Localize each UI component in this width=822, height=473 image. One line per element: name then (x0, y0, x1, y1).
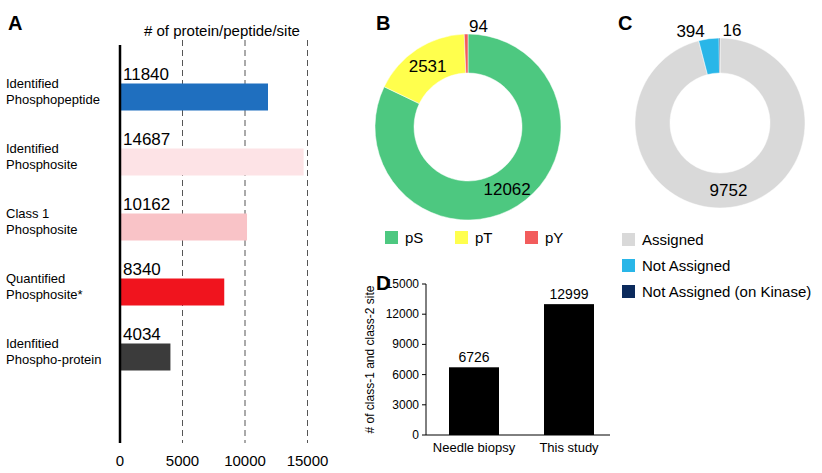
slice (635, 38, 805, 208)
label-line: Phosphosite (6, 157, 78, 172)
panel-label: B (376, 12, 390, 34)
data-label: 14687 (123, 130, 170, 149)
data-label: 2531 (409, 57, 447, 76)
bar (449, 367, 499, 435)
data-label: 10162 (123, 195, 170, 214)
tick-label: 0 (116, 452, 124, 469)
legend-swatch (455, 231, 468, 244)
slice (464, 34, 468, 73)
category-label: Needle biopsy (433, 440, 516, 455)
tick-mark (422, 435, 426, 436)
label-line: Phosphosite (6, 222, 78, 237)
tick-label: 3000 (392, 398, 419, 412)
tick-label: 15000 (287, 452, 329, 469)
legend-swatch (385, 231, 398, 244)
tick-mark (422, 374, 426, 375)
slice (375, 34, 561, 220)
legend-label: pS (405, 229, 423, 246)
label-line: Phospho-protein (6, 352, 101, 367)
label-line: Phosphopeptide (6, 92, 100, 107)
legend-swatch (622, 259, 635, 272)
legend-label: Assigned (642, 231, 704, 248)
label-line: Quantified (6, 271, 65, 286)
axis-line (426, 435, 610, 436)
panel-label: C (618, 12, 632, 34)
axis-line (119, 45, 122, 443)
axis-label: # of protein/peptide/site (144, 22, 300, 39)
bar (120, 279, 224, 306)
bar (120, 84, 268, 111)
legend-label: pY (545, 229, 563, 246)
bar (120, 149, 304, 176)
category-label: IdenfitiedPhospho-protein (6, 336, 101, 367)
figure: A # of protein/peptide/site 0 5000 10000 1500… (0, 0, 822, 473)
data-label: 6726 (458, 349, 489, 365)
tick-mark (422, 344, 426, 345)
tick-mark (422, 314, 426, 315)
slice (719, 38, 721, 73)
bar (544, 304, 594, 435)
label-line: Phosphosite* (6, 287, 83, 302)
legend-label: Not Assigned (642, 257, 730, 274)
label-line: Identified (6, 76, 59, 91)
tick-label: 5000 (166, 452, 199, 469)
axis-line (426, 284, 427, 435)
tick-label: 0 (412, 428, 419, 442)
tick-mark (422, 404, 426, 405)
axis-label: # of class-1 and class-2 site (363, 285, 377, 433)
legend-label: Not Assigned (on Kinase) (642, 283, 811, 300)
legend-swatch (622, 233, 635, 246)
data-label: 16 (723, 21, 742, 40)
panel-label: A (8, 12, 22, 34)
tick-label: 15000 (386, 277, 420, 291)
data-label: 394 (676, 22, 704, 41)
category-label: Class 1Phosphosite (6, 206, 78, 237)
data-label: 9752 (710, 181, 748, 200)
bar (120, 214, 247, 241)
slice (699, 38, 720, 75)
bars (120, 84, 304, 371)
tick-mark (422, 284, 426, 285)
category-label: QuantifiedPhosphosite* (6, 271, 83, 302)
bars (449, 304, 594, 435)
legend-swatch (525, 231, 538, 244)
label-line: Identified (6, 141, 59, 156)
data-label: 12062 (483, 180, 530, 199)
data-label: 8340 (123, 260, 161, 279)
data-label: 4034 (123, 325, 161, 344)
slice (384, 34, 466, 104)
category-label: IdentifiedPhosphopeptide (6, 76, 100, 107)
grid-line (307, 40, 308, 443)
category-label: IdentifiedPhosphosite (6, 141, 78, 172)
data-label: 94 (469, 17, 488, 36)
bar (120, 344, 170, 371)
tick-label: 6000 (392, 368, 419, 382)
legend-label: pT (475, 229, 493, 246)
tick-label: 12000 (386, 307, 420, 321)
label-line: Class 1 (6, 206, 49, 221)
data-label: 12999 (550, 286, 589, 302)
data-label: 11840 (123, 65, 169, 84)
legend-swatch (622, 285, 635, 298)
label-line: Idenfitied (6, 336, 59, 351)
tick-label: 9000 (392, 337, 419, 351)
category-label: This study (539, 440, 599, 455)
tick-label: 10000 (224, 452, 266, 469)
